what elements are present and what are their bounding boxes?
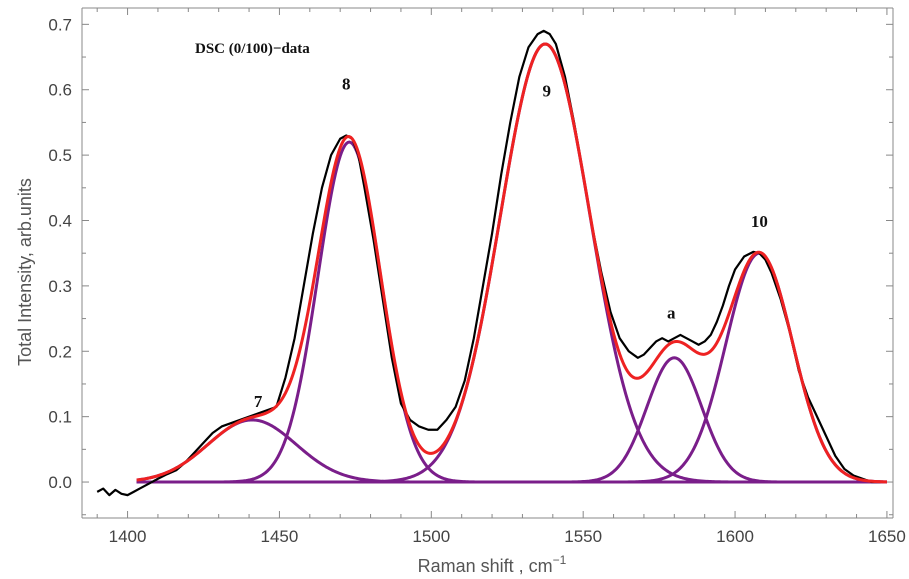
peak-label-9: 9 xyxy=(542,81,551,100)
y-tick-label: 0.6 xyxy=(48,81,72,100)
y-tick-label: 0.7 xyxy=(48,15,72,34)
x-axis-title: Raman shift , cm−1 xyxy=(418,553,567,576)
peak-label-10: 10 xyxy=(751,212,768,231)
x-tick-label: 1550 xyxy=(564,527,602,546)
x-tick-label: 1400 xyxy=(109,527,147,546)
axes xyxy=(81,7,894,519)
y-tick-label: 0.0 xyxy=(48,473,72,492)
y-tick-label: 0.3 xyxy=(48,277,72,296)
component-peak-8 xyxy=(136,140,887,484)
ticks: 1400 1450 1500 1550 1600 1650 0.0 0.1 0.2 0.3 0.4 0… xyxy=(48,8,906,546)
x-tick-label: 1600 xyxy=(716,527,754,546)
component-peak-10 xyxy=(136,251,887,484)
fit-sum-line xyxy=(136,42,887,484)
y-tick-label: 0.1 xyxy=(48,408,72,427)
y-tick-label: 0.4 xyxy=(48,212,72,231)
x-axis-title-superscript: −1 xyxy=(553,553,567,567)
y-tick-label: 0.2 xyxy=(48,342,72,361)
curves xyxy=(96,29,887,497)
peak-label-a: a xyxy=(667,304,676,323)
x-tick-label: 1500 xyxy=(412,527,450,546)
chart-title: DSC (0/100)−data xyxy=(195,41,310,57)
measured-data-line xyxy=(96,29,881,497)
y-axis-title: Total Intensity, arb.units xyxy=(15,178,35,366)
component-peak-7 xyxy=(136,418,887,484)
peak-label-7: 7 xyxy=(254,392,263,411)
peak-labels: 7 8 9 a 10 xyxy=(254,75,768,411)
x-tick-label: 1450 xyxy=(261,527,299,546)
x-axis-title-text: Raman shift , cm xyxy=(418,556,553,576)
x-tick-label: 1650 xyxy=(868,527,906,546)
peak-label-8: 8 xyxy=(342,75,351,94)
y-tick-label: 0.5 xyxy=(48,146,72,165)
